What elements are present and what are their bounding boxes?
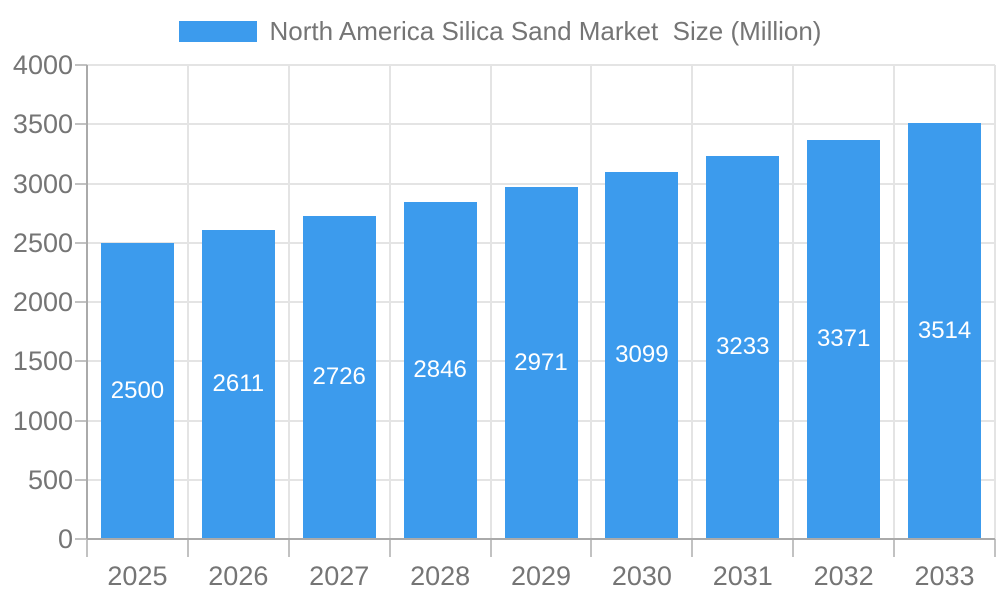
x-tick <box>489 539 492 557</box>
legend[interactable]: North America Silica Sand Market Size (M… <box>0 16 1000 47</box>
bar-value-label: 2726 <box>312 363 366 391</box>
bar-value-label: 3099 <box>615 341 669 369</box>
y-tick <box>75 301 87 303</box>
bar-value-label: 2500 <box>110 376 165 404</box>
y-tick <box>75 360 87 363</box>
x-tick <box>893 539 896 557</box>
y-axis-label: 2000 <box>12 287 73 317</box>
y-tick <box>75 182 87 185</box>
bar-value-label: 3514 <box>917 316 972 344</box>
gridline-h <box>87 64 995 66</box>
x-tick <box>186 539 189 557</box>
gridline-h <box>87 182 995 185</box>
bar[interactable] <box>706 155 780 539</box>
y-axis-label: 1500 <box>12 346 73 377</box>
x-tick <box>388 539 391 557</box>
x-tick <box>792 539 795 557</box>
x-axis-line <box>87 538 995 540</box>
x-axis-label: 2030 <box>611 561 672 591</box>
bar[interactable] <box>302 215 376 539</box>
bar[interactable] <box>403 201 477 539</box>
y-axis-label: 2500 <box>12 227 73 258</box>
x-axis-label: 2029 <box>510 561 572 591</box>
gridline-v <box>994 65 996 539</box>
y-axis-label: 500 <box>27 464 73 495</box>
bar[interactable] <box>908 122 982 539</box>
bar-value-label: 2971 <box>514 348 568 376</box>
x-tick <box>287 539 290 557</box>
x-tick <box>691 539 694 557</box>
x-tick <box>994 539 996 557</box>
bar[interactable] <box>807 139 881 539</box>
y-axis-label: 1000 <box>12 405 73 436</box>
y-tick <box>75 419 87 422</box>
y-tick <box>75 123 87 126</box>
gridline-v <box>691 65 694 539</box>
x-axis-label: 2031 <box>712 561 773 591</box>
legend-swatch <box>178 21 257 42</box>
x-tick <box>590 539 593 557</box>
x-axis-label: 2028 <box>410 561 471 591</box>
gridline-v <box>388 65 391 539</box>
y-tick <box>75 64 87 66</box>
y-axis-label: 3500 <box>12 109 73 140</box>
bar[interactable] <box>605 171 679 539</box>
x-axis-label: 2027 <box>309 561 370 591</box>
x-axis-label: 2025 <box>107 561 168 591</box>
x-axis-label: 2032 <box>813 561 874 591</box>
x-tick <box>86 539 88 557</box>
gridline-v <box>893 65 896 539</box>
y-axis-label: 0 <box>57 524 73 554</box>
x-axis-label: 2026 <box>208 561 269 591</box>
bar-value-label: 3233 <box>716 333 770 361</box>
bar-value-label: 2846 <box>413 356 467 384</box>
bar[interactable] <box>100 242 174 539</box>
bar-value-label: 2611 <box>212 370 265 398</box>
gridline-v <box>186 65 189 539</box>
y-tick <box>75 538 87 540</box>
bar[interactable] <box>504 186 578 539</box>
gridline-v <box>287 65 290 539</box>
legend-label: North America Silica Sand Market Size (M… <box>269 16 822 46</box>
y-tick <box>75 241 87 244</box>
bar[interactable] <box>201 229 275 539</box>
x-axis-label: 2033 <box>914 561 975 591</box>
gridline-v <box>792 65 795 539</box>
y-tick <box>75 478 87 481</box>
y-axis-line <box>86 65 88 539</box>
bar-value-label: 3371 <box>816 325 871 353</box>
y-axis-label: 3000 <box>12 168 73 199</box>
gridline-v <box>590 65 593 539</box>
plot-area: 0 500 1000 1500 2000 2500 3000 3500 4000 2500 2025… <box>13 50 996 591</box>
gridline-v <box>489 65 492 539</box>
y-axis-label: 4000 <box>12 50 73 80</box>
gridline-h <box>87 123 995 126</box>
